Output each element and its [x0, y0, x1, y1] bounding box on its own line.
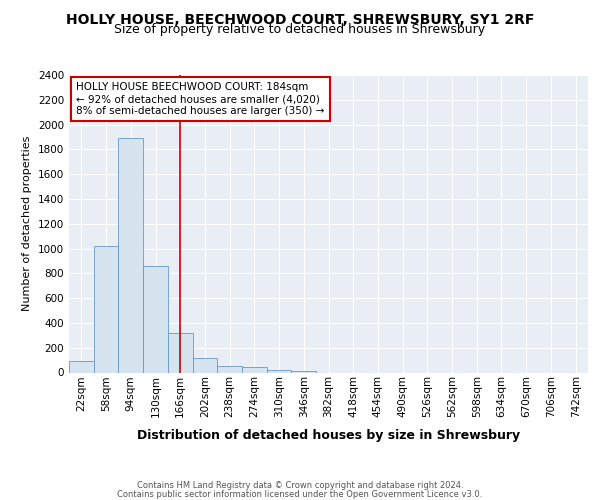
Text: Contains public sector information licensed under the Open Government Licence v3: Contains public sector information licen… — [118, 490, 482, 499]
Bar — [193, 358, 217, 372]
Bar — [217, 366, 242, 372]
Text: HOLLY HOUSE BEECHWOOD COURT: 184sqm
← 92% of detached houses are smaller (4,020): HOLLY HOUSE BEECHWOOD COURT: 184sqm ← 92… — [76, 82, 325, 116]
Bar — [118, 138, 143, 372]
X-axis label: Distribution of detached houses by size in Shrewsbury: Distribution of detached houses by size … — [137, 428, 520, 442]
Y-axis label: Number of detached properties: Number of detached properties — [22, 136, 32, 312]
Bar — [168, 333, 193, 372]
Bar — [94, 246, 118, 372]
Bar — [292, 370, 316, 372]
Bar — [69, 362, 94, 372]
Text: Size of property relative to detached houses in Shrewsbury: Size of property relative to detached ho… — [115, 22, 485, 36]
Bar — [267, 370, 292, 372]
Text: Contains HM Land Registry data © Crown copyright and database right 2024.: Contains HM Land Registry data © Crown c… — [137, 481, 463, 490]
Bar — [242, 368, 267, 372]
Text: HOLLY HOUSE, BEECHWOOD COURT, SHREWSBURY, SY1 2RF: HOLLY HOUSE, BEECHWOOD COURT, SHREWSBURY… — [66, 12, 534, 26]
Bar — [143, 266, 168, 372]
